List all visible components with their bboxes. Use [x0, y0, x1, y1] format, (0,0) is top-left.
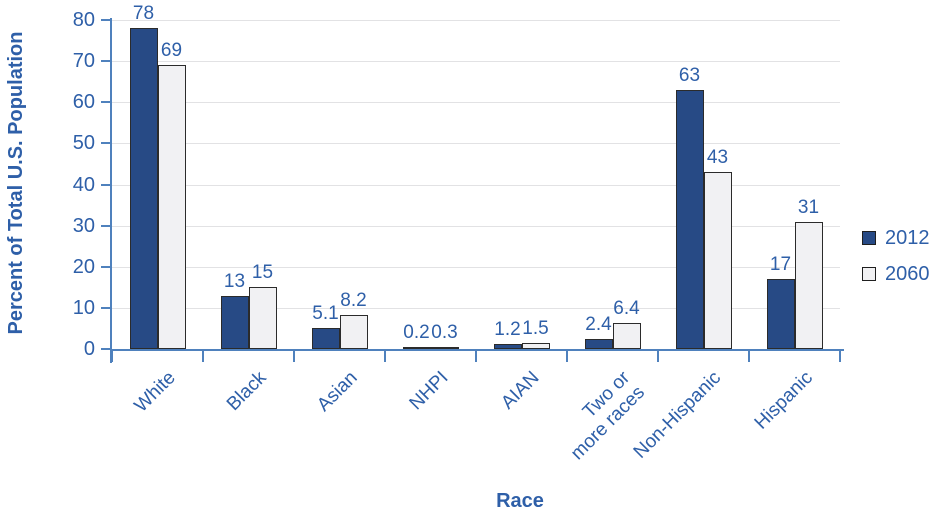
value-label-2012-two-or-more-races: 2.4	[585, 314, 612, 336]
bar-2060-hispanic	[794, 221, 823, 349]
gridline	[112, 266, 840, 268]
legend-item-2060: 2060	[862, 264, 930, 284]
y-tick-label: 60	[72, 91, 95, 114]
value-label-2012-hispanic: 17	[769, 254, 792, 276]
x-tick-label-hispanic: Hispanic	[750, 367, 817, 434]
bar-2012-non-hispanic	[675, 89, 704, 349]
x-tick	[111, 349, 113, 362]
gridline	[112, 61, 840, 63]
value-label-2060-two-or-more-races: 6.4	[613, 297, 640, 319]
bar-2060-non-hispanic	[703, 172, 732, 349]
x-tick	[657, 349, 659, 362]
y-tick	[101, 348, 110, 350]
x-tick-label-non-hispanic: Non-Hispanic	[630, 367, 726, 463]
gridline	[112, 307, 840, 309]
value-label-2060-aian: 1.5	[522, 317, 549, 339]
x-tick-label-aian: AIAN	[497, 367, 544, 414]
y-tick-label: 10	[72, 296, 95, 319]
y-tick	[101, 183, 110, 186]
gridline	[112, 184, 840, 186]
bar-2060-white	[157, 65, 186, 349]
gridline	[112, 143, 840, 145]
value-label-2012-aian: 1.2	[494, 319, 521, 341]
legend-swatch-2060	[862, 267, 876, 281]
y-tick-label: 50	[72, 132, 95, 155]
x-tick	[202, 349, 204, 362]
x-tick-label-nhpi: NHPI	[405, 367, 453, 415]
x-tick	[839, 349, 841, 362]
legend-item-2012: 2012	[862, 228, 930, 248]
x-tick	[475, 349, 477, 362]
value-label-2012-white: 78	[132, 3, 155, 25]
value-label-2060-nhpi: 0.3	[431, 321, 458, 343]
bar-2012-asian	[311, 328, 340, 349]
y-tick	[101, 306, 110, 309]
gridline	[112, 225, 840, 227]
value-label-2012-black: 13	[223, 270, 246, 292]
y-tick-label: 0	[83, 338, 95, 360]
y-axis-title: Percent of Total U.S. Population	[5, 31, 27, 335]
x-tick	[748, 349, 750, 362]
y-tick	[101, 265, 110, 268]
bar-2060-two-or-more-races	[612, 322, 641, 349]
bar-2012-hispanic	[766, 279, 795, 349]
gridline	[112, 20, 840, 21]
y-tick-label: 40	[72, 173, 95, 196]
y-tick-label: 80	[72, 9, 95, 31]
legend: 2012 2060	[862, 228, 930, 284]
gridline	[112, 102, 840, 104]
bar-2060-aian	[521, 342, 550, 349]
bar-2012-aian	[493, 344, 522, 349]
bar-2012-black	[220, 295, 249, 349]
bar-2060-asian	[339, 315, 368, 349]
legend-label-2012: 2012	[885, 227, 930, 249]
value-label-2060-black: 15	[251, 262, 274, 284]
x-axis-title: Race	[496, 490, 544, 512]
y-tick-label: 20	[72, 255, 95, 278]
value-label-2060-asian: 8.2	[340, 290, 367, 312]
x-tick	[566, 349, 568, 362]
value-label-2012-asian: 5.1	[312, 303, 339, 325]
value-label-2012-non-hispanic: 63	[678, 64, 701, 86]
x-tick	[384, 349, 386, 362]
x-tick-label-white: White	[130, 367, 180, 417]
bar-2012-white	[129, 28, 158, 349]
legend-swatch-2012	[862, 231, 876, 245]
value-label-2060-hispanic: 31	[797, 196, 820, 218]
x-axis-line	[110, 349, 844, 351]
y-tick	[101, 101, 110, 104]
y-axis-line	[110, 18, 112, 363]
value-label-2060-non-hispanic: 43	[706, 147, 729, 169]
x-tick	[293, 349, 295, 362]
y-tick	[101, 60, 110, 63]
y-tick	[101, 19, 110, 21]
bar-2060-nhpi	[430, 346, 459, 349]
bar-2012-nhpi	[402, 346, 431, 349]
bar-2012-two-or-more-races	[584, 339, 613, 349]
y-tick	[101, 224, 110, 227]
y-tick	[101, 142, 110, 145]
value-label-2060-white: 69	[160, 40, 183, 62]
x-tick-label-black: Black	[222, 367, 271, 416]
legend-label-2060: 2060	[885, 263, 930, 285]
y-tick-label: 30	[72, 214, 95, 237]
x-tick-label-asian: Asian	[313, 367, 362, 416]
value-label-2012-nhpi: 0.2	[403, 321, 430, 343]
y-tick-label: 70	[72, 50, 95, 73]
bar-2060-black	[248, 287, 277, 349]
